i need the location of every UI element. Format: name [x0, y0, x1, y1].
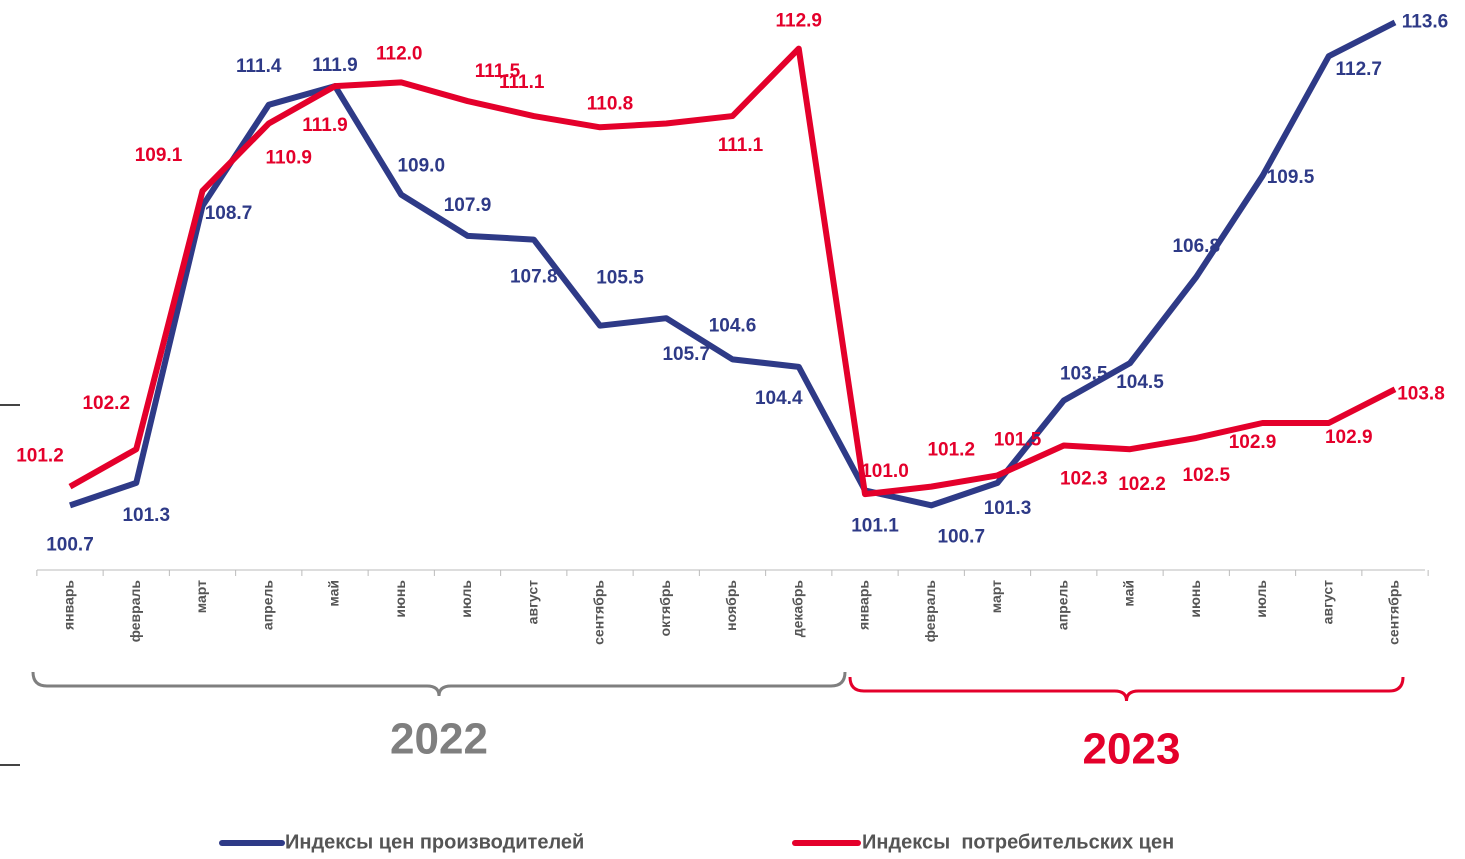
data-label: 101.1	[851, 515, 899, 536]
data-label: 110.8	[587, 93, 634, 114]
data-label: 109.1	[135, 145, 183, 166]
data-label: 111.4	[236, 56, 282, 77]
x-tick-label: июль	[458, 580, 474, 618]
x-tick-label: июнь	[392, 580, 408, 618]
legend-label: Индексы потребительских цен	[862, 831, 1174, 853]
data-label: 103.8	[1397, 383, 1445, 404]
data-label: 101.0	[861, 461, 909, 482]
data-label: 105.7	[662, 344, 710, 365]
data-label: 103.5	[1060, 364, 1108, 385]
x-tick-label: февраль	[127, 580, 143, 643]
data-label: 111.5	[475, 61, 521, 82]
x-tick-label: март	[193, 580, 209, 613]
data-label: 112.9	[776, 11, 823, 32]
group-brace	[31, 671, 847, 697]
data-label: 112.0	[376, 43, 423, 64]
x-tick-label: июнь	[1187, 580, 1203, 618]
x-tick-label: август	[1319, 580, 1335, 624]
data-label: 102.2	[1118, 474, 1166, 495]
data-label: 106.8	[1172, 236, 1220, 257]
legend-label: Индексы цен производителей	[285, 831, 584, 853]
x-tick-label: ноябрь	[723, 580, 739, 631]
data-label: 102.9	[1325, 427, 1373, 448]
data-label: 109.5	[1267, 167, 1315, 188]
x-tick-label: октябрь	[657, 580, 673, 637]
data-label: 104.4	[755, 388, 803, 409]
x-tick-label: сентябрь	[1386, 580, 1402, 645]
group-label: 2023	[1083, 725, 1181, 774]
data-label: 112.7	[1336, 59, 1383, 80]
data-label: 113.6	[1402, 11, 1449, 32]
data-label: 102.9	[1229, 432, 1277, 453]
data-label: 107.9	[444, 195, 492, 216]
data-label: 111.9	[312, 55, 357, 76]
data-label: 108.7	[205, 203, 253, 224]
x-tick-label: февраль	[922, 580, 938, 643]
x-tick-label: январь	[61, 580, 77, 630]
x-tick-label: июль	[1253, 580, 1269, 618]
x-tick-label: январь	[856, 580, 872, 630]
data-label: 111.1	[718, 135, 764, 156]
x-tick-label: май	[1121, 580, 1137, 607]
data-label: 110.9	[266, 148, 313, 169]
x-tick-label: май	[326, 580, 342, 607]
data-label: 111.9	[302, 115, 347, 136]
data-label: 111.1	[499, 72, 545, 93]
data-label: 104.5	[1116, 372, 1164, 393]
data-label: 101.3	[984, 498, 1032, 519]
data-label: 101.2	[927, 440, 975, 461]
data-label: 101.2	[16, 446, 64, 467]
data-label: 104.6	[709, 315, 757, 336]
data-label: 100.7	[937, 526, 985, 547]
x-tick-label: сентябрь	[591, 580, 607, 645]
data-label: 102.3	[1060, 468, 1108, 489]
data-label: 101.3	[122, 505, 170, 526]
x-tick-label: апрель	[259, 580, 275, 630]
data-label: 109.0	[397, 156, 445, 177]
x-tick-label: декабрь	[789, 580, 805, 638]
data-label: 101.5	[994, 429, 1042, 450]
series-line	[68, 45, 1397, 498]
data-label: 102.5	[1182, 465, 1230, 486]
data-label: 102.2	[82, 393, 130, 414]
data-label: 105.5	[596, 268, 644, 289]
x-tick-label: март	[988, 580, 1004, 613]
x-tick-label: август	[524, 580, 540, 624]
data-label: 107.8	[510, 267, 558, 288]
x-tick-label: апрель	[1054, 580, 1070, 630]
data-label: 100.7	[46, 534, 94, 555]
series-line	[69, 19, 1397, 509]
group-brace	[848, 676, 1405, 702]
group-label: 2022	[390, 715, 488, 764]
